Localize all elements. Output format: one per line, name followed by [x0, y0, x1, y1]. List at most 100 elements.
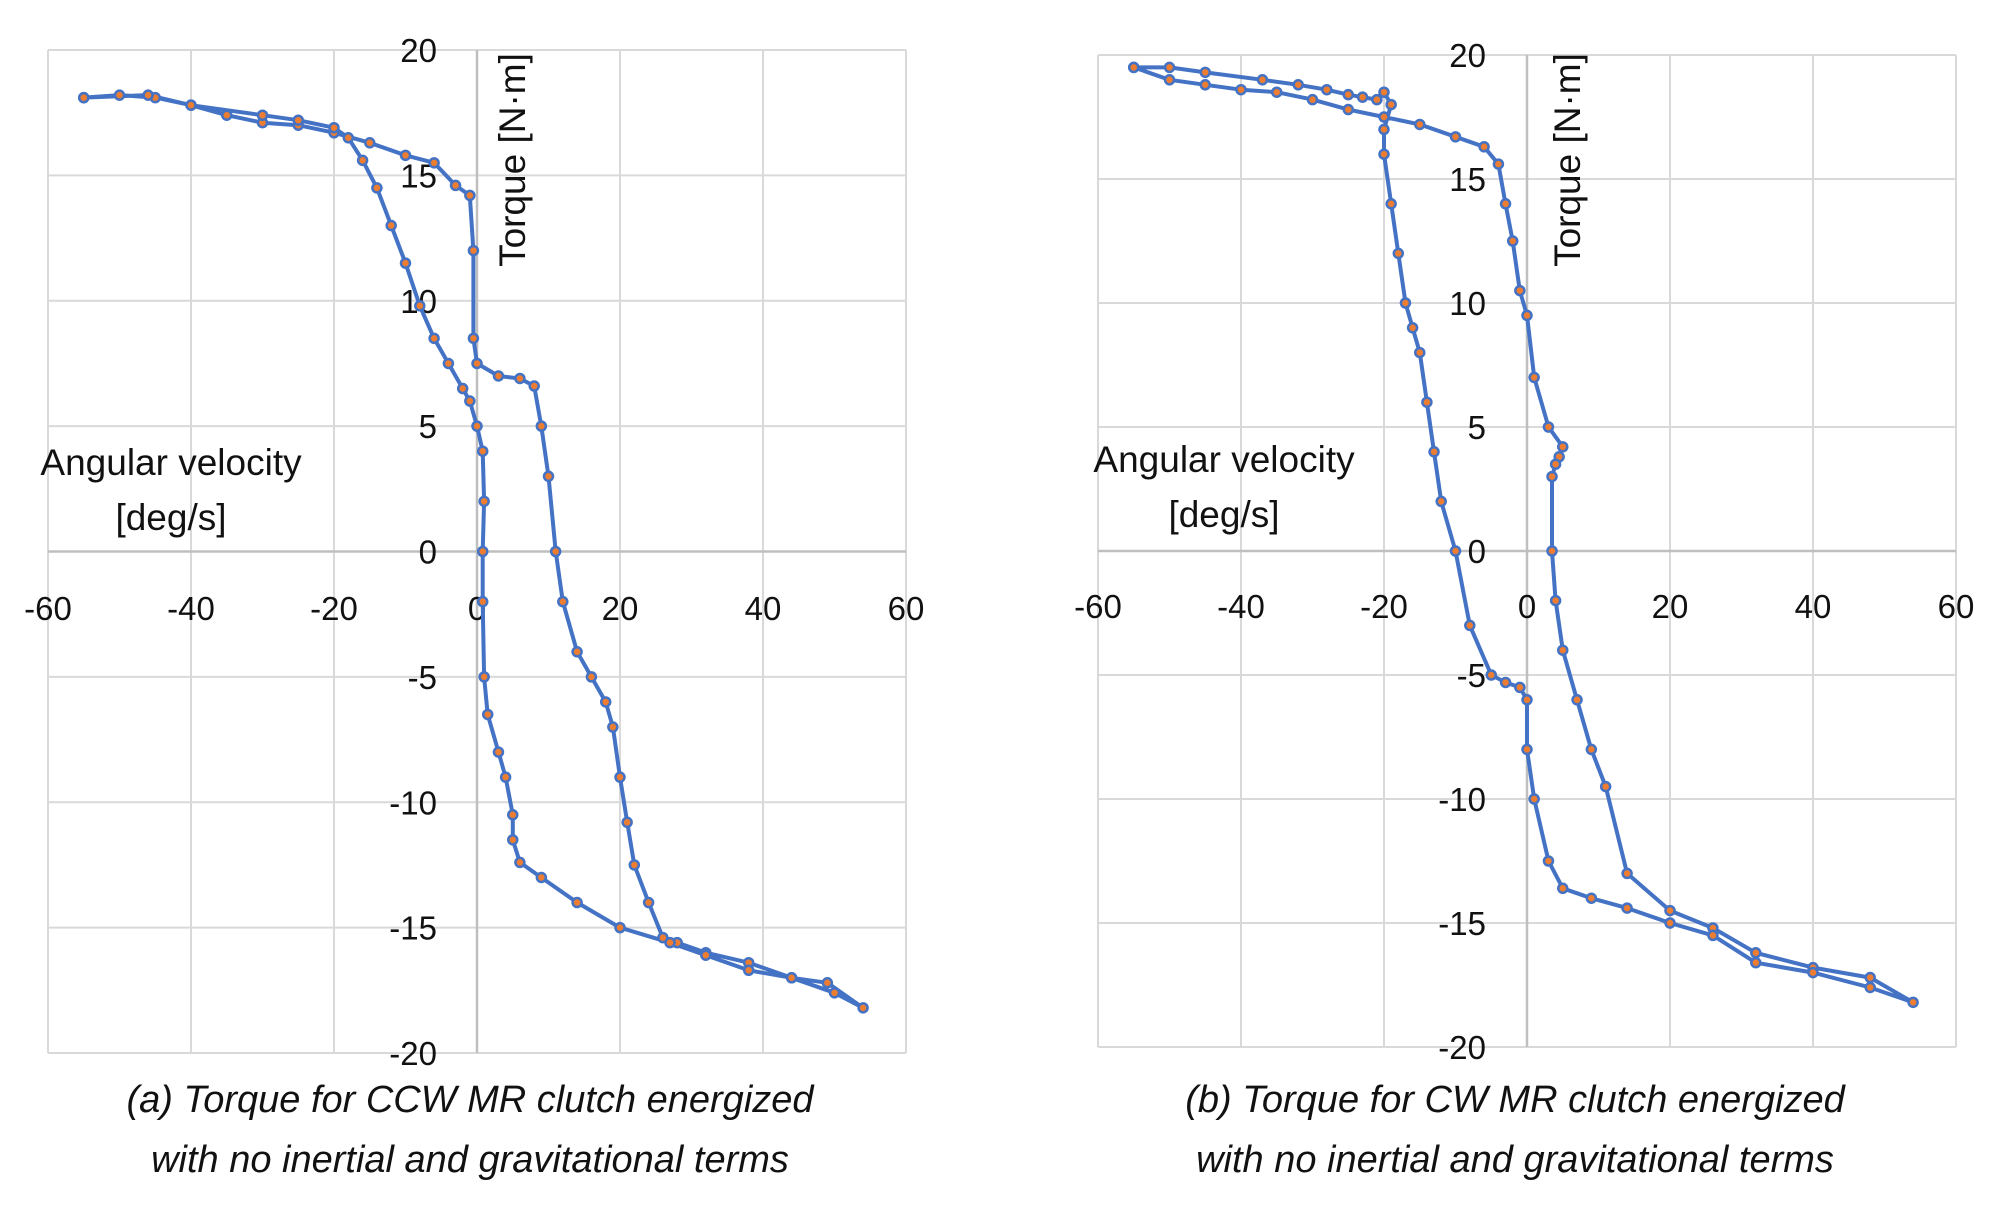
data-point	[442, 357, 455, 370]
data-point	[557, 595, 569, 608]
data-point	[1546, 470, 1558, 483]
y-tick-label: -5	[408, 659, 437, 696]
data-point	[1449, 131, 1462, 143]
x-axis-title-line1: Angular velocity	[40, 442, 302, 483]
data-point	[1499, 198, 1512, 210]
y-tick-label: -15	[1438, 905, 1486, 942]
data-point	[1256, 74, 1269, 86]
data-point	[1478, 141, 1490, 153]
y-tick-label: -20	[389, 1035, 437, 1072]
data-point	[514, 372, 526, 385]
data-point	[1356, 91, 1369, 103]
data-point	[1864, 971, 1876, 984]
y-tick-label: 20	[400, 32, 437, 69]
y-tick-label: -20	[1438, 1029, 1486, 1066]
data-point	[1621, 902, 1633, 914]
y-tick-label: 20	[1449, 37, 1486, 74]
caption-line2: with no inertial and gravitational terms	[151, 1139, 789, 1181]
data-point	[571, 646, 583, 658]
data-point	[1864, 981, 1876, 994]
data-point	[1378, 111, 1390, 123]
data-point	[492, 370, 505, 382]
data-point	[1385, 98, 1397, 111]
data-point	[1542, 421, 1555, 433]
x-axis-title-line2: [deg/s]	[1168, 494, 1279, 535]
caption-line2: with no inertial and gravitational terms	[1196, 1139, 1834, 1181]
chart-a: -60-40-200204060-20-15-10-505101520Angul…	[24, 32, 924, 1181]
y-tick-label: 5	[1468, 409, 1486, 446]
data-point	[664, 936, 676, 949]
y-tick-label: -15	[389, 910, 437, 947]
data-point	[464, 395, 476, 407]
data-point	[1807, 966, 1819, 979]
data-point	[428, 157, 440, 169]
data-point	[456, 382, 469, 395]
data-point	[1128, 61, 1140, 74]
x-tick-label: 40	[1795, 588, 1832, 625]
data-point	[700, 949, 712, 961]
data-point	[1750, 947, 1762, 959]
data-point	[1528, 793, 1540, 805]
data-point	[371, 182, 383, 194]
data-point	[585, 671, 598, 683]
data-point	[1428, 446, 1440, 458]
x-tick-label: -20	[1360, 588, 1408, 625]
data-point	[1342, 103, 1354, 116]
data-point	[476, 445, 489, 457]
x-axis-title-line1: Angular velocity	[1093, 439, 1355, 480]
data-point	[185, 99, 197, 111]
data-point	[1292, 79, 1304, 91]
y-axis-title: Torque [N·m]	[1547, 53, 1588, 267]
data-point	[1557, 441, 1569, 453]
data-point	[1546, 545, 1558, 557]
y-tick-label: 15	[1449, 161, 1486, 198]
data-point	[471, 357, 483, 370]
data-point	[1557, 644, 1569, 656]
data-point	[1528, 371, 1540, 384]
series-markers	[78, 89, 869, 1014]
data-point	[1342, 88, 1354, 101]
data-point	[1306, 93, 1319, 106]
data-point	[364, 137, 376, 149]
data-point	[1271, 86, 1283, 98]
data-point	[1514, 284, 1526, 297]
data-point	[1492, 158, 1505, 170]
data-point	[1585, 892, 1598, 904]
data-point	[1378, 86, 1390, 98]
data-point	[857, 1002, 869, 1014]
data-point	[478, 495, 490, 508]
data-point	[492, 746, 505, 758]
data-point	[514, 856, 526, 869]
data-point	[1907, 996, 1919, 1009]
y-tick-label: -10	[1438, 781, 1486, 818]
y-axis-title: Torque [N·m]	[492, 53, 533, 267]
caption-line1: (b) Torque for CW MR clutch energized	[1185, 1079, 1846, 1121]
data-point	[821, 977, 834, 989]
data-point	[628, 859, 641, 871]
data-point	[571, 896, 583, 909]
data-point	[385, 219, 397, 232]
data-point	[1521, 694, 1533, 706]
data-point	[1449, 545, 1462, 557]
data-point	[542, 470, 555, 483]
data-point	[1521, 743, 1533, 756]
data-point	[1406, 322, 1419, 334]
x-tick-label: 20	[602, 590, 639, 627]
data-point	[1549, 458, 1562, 470]
data-point	[414, 300, 426, 312]
data-point	[1599, 780, 1612, 793]
x-tick-label: -40	[1217, 588, 1265, 625]
data-point	[785, 972, 798, 984]
x-axis-title-line2: [deg/s]	[115, 497, 226, 538]
data-point	[1750, 956, 1762, 969]
data-point	[1392, 247, 1405, 260]
data-point	[142, 89, 154, 101]
data-point	[1199, 79, 1211, 91]
data-point	[399, 149, 412, 162]
data-point	[292, 114, 304, 126]
data-point	[1321, 83, 1333, 96]
data-point	[507, 834, 519, 846]
data-point	[1506, 235, 1519, 247]
y-tick-label: 10	[1449, 285, 1486, 322]
